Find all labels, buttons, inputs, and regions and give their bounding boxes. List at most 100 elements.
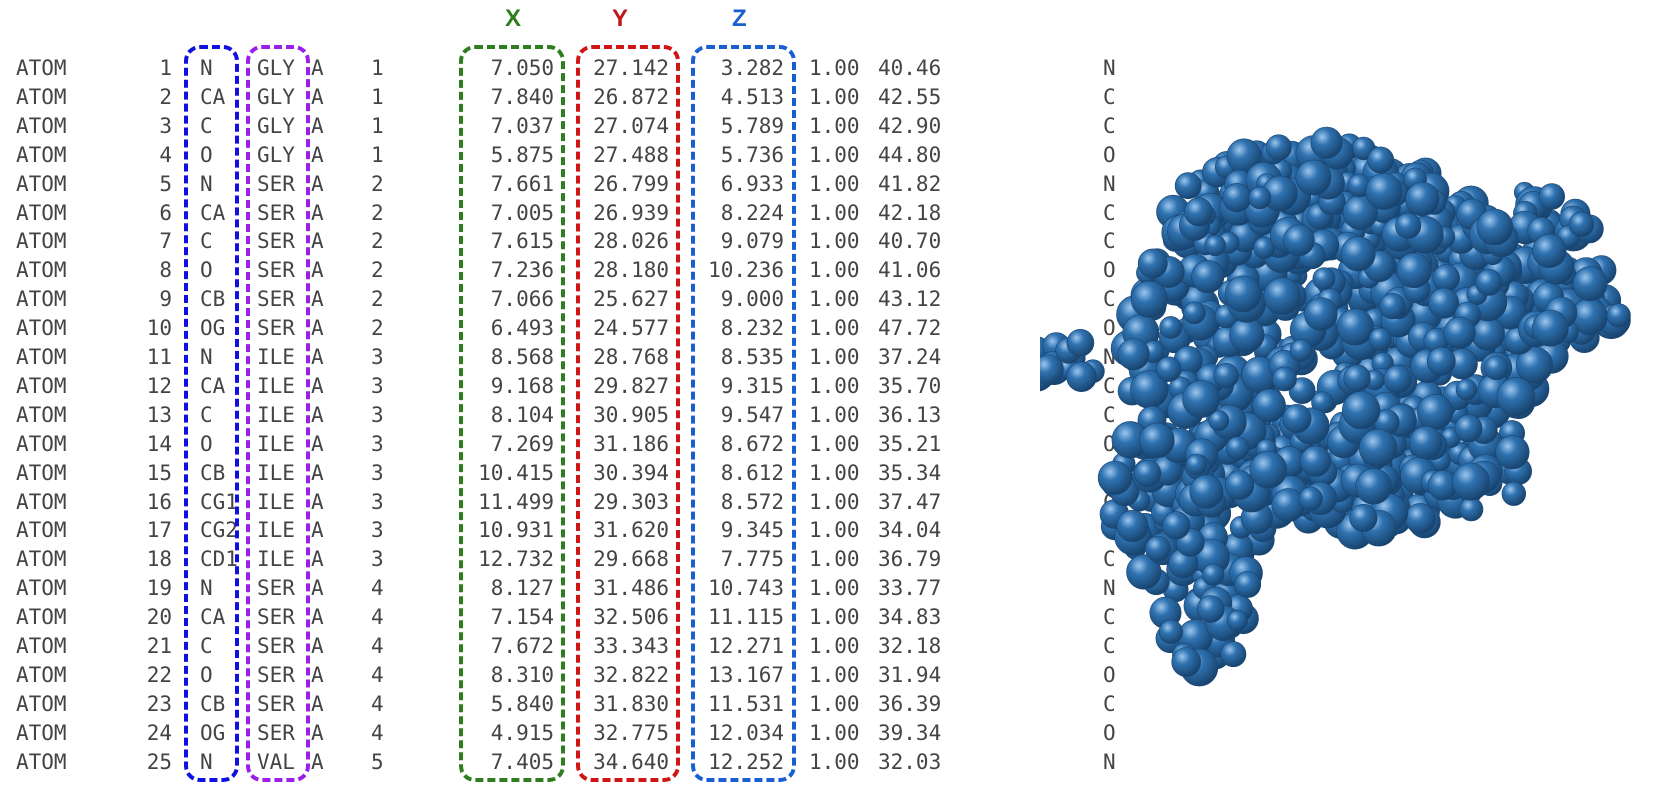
atom-y: 31.620: [593, 518, 669, 543]
atom-z: 9.079: [720, 229, 784, 254]
atom-sphere: [1606, 303, 1631, 328]
atom-resseq: 2: [371, 316, 384, 341]
atom-sphere: [1184, 197, 1214, 227]
atom-element: O: [1103, 142, 1116, 167]
atom-sphere: [1158, 619, 1183, 644]
atom-x: 7.405: [490, 749, 554, 774]
atom-sphere: [1283, 224, 1315, 257]
atom-residue: ILE: [257, 402, 295, 427]
atom-sphere: [1365, 172, 1403, 210]
atom-serial: 12: [146, 373, 172, 398]
atom-record: ATOM: [16, 605, 67, 630]
atom-sphere: [1185, 453, 1208, 476]
atom-name: C: [200, 402, 213, 427]
atom-chain: A: [311, 229, 324, 254]
atom-name: N: [200, 56, 213, 80]
atom-resseq: 2: [371, 287, 384, 312]
atom-bfactor: 33.77: [878, 576, 942, 601]
atom-element: N: [1103, 749, 1116, 774]
atom-serial: 5: [159, 171, 172, 196]
atom-bfactor: 32.18: [878, 634, 942, 658]
atom-chain: A: [311, 56, 324, 80]
atom-occupancy: 1.00: [809, 547, 860, 572]
atom-resseq: 3: [371, 489, 384, 514]
atom-serial: 20: [146, 605, 172, 630]
atom-y: 26.872: [593, 84, 669, 109]
atom-resseq: 4: [371, 720, 384, 745]
atom-element: N: [1103, 576, 1116, 601]
atom-serial: 25: [146, 749, 172, 774]
atom-sphere: [1538, 183, 1565, 210]
atom-resseq: 4: [371, 691, 384, 716]
atom-name: C: [200, 634, 213, 658]
atom-sphere: [1116, 509, 1149, 542]
atom-z: 12.252: [708, 749, 784, 774]
atom-sphere: [1298, 486, 1323, 511]
atom-sphere: [1282, 403, 1312, 433]
atom-residue: SER: [257, 258, 295, 283]
atom-resseq: 1: [371, 113, 384, 138]
atom-x: 7.236: [490, 258, 554, 283]
atom-occupancy: 1.00: [809, 229, 860, 254]
atom-bfactor: 41.82: [878, 171, 942, 196]
atom-sphere: [1426, 346, 1456, 376]
atom-sphere: [1459, 497, 1484, 522]
atom-chain: A: [311, 460, 324, 485]
atom-x: 7.840: [490, 84, 554, 109]
atom-name: O: [200, 431, 213, 456]
atom-resseq: 2: [371, 258, 384, 283]
atom-sphere: [1234, 571, 1262, 598]
atom-z: 3.282: [720, 56, 784, 80]
atom-sphere: [1501, 481, 1526, 506]
atom-record: ATOM: [16, 113, 67, 138]
atom-occupancy: 1.00: [809, 171, 860, 196]
atom-chain: A: [311, 84, 324, 109]
atom-name: CA: [200, 200, 226, 225]
y-coordinate-column-highlight: [576, 45, 680, 782]
atom-sphere: [1208, 410, 1230, 431]
atom-x: 8.568: [490, 345, 554, 369]
atom-sphere: [1196, 595, 1225, 623]
atom-serial: 3: [159, 113, 172, 138]
atom-chain: A: [311, 171, 324, 196]
atom-z: 9.315: [720, 373, 784, 398]
atom-record: ATOM: [16, 547, 67, 572]
atom-sphere: [1224, 470, 1255, 500]
atom-z: 11.115: [708, 605, 784, 630]
atom-residue: SER: [257, 605, 295, 630]
atom-x: 7.615: [490, 229, 554, 254]
atom-chain: A: [311, 402, 324, 427]
atom-sphere: [1428, 287, 1460, 319]
atom-element: C: [1103, 605, 1116, 630]
atom-z: 13.167: [708, 662, 784, 687]
atom-record: ATOM: [16, 402, 67, 427]
atom-z: 8.672: [720, 431, 784, 456]
atom-bfactor: 31.94: [878, 662, 942, 687]
atom-sphere: [1204, 234, 1226, 257]
atom-serial: 19: [146, 576, 172, 601]
atom-serial: 8: [159, 258, 172, 283]
atom-sphere: [1531, 309, 1569, 347]
atom-serial: 10: [146, 316, 172, 341]
atom-sphere: [1343, 364, 1371, 392]
atom-sphere: [1396, 252, 1432, 289]
atom-x: 8.127: [490, 576, 554, 601]
atom-name: O: [200, 142, 213, 167]
atom-occupancy: 1.00: [809, 142, 860, 167]
atom-serial: 22: [146, 662, 172, 687]
atom-residue: SER: [257, 634, 295, 658]
atom-occupancy: 1.00: [809, 576, 860, 601]
atom-y: 33.343: [593, 634, 669, 658]
atom-x: 7.154: [490, 605, 554, 630]
atom-sphere: [1349, 503, 1378, 532]
atom-sphere: [1155, 356, 1182, 382]
atom-sphere: [1171, 647, 1201, 677]
atom-element: C: [1103, 229, 1116, 254]
atom-residue: SER: [257, 576, 295, 601]
atom-sphere: [1299, 445, 1332, 477]
atom-residue: ILE: [257, 518, 295, 543]
atom-resseq: 2: [371, 229, 384, 254]
atom-sphere: [1040, 354, 1064, 386]
atom-residue: VAL: [257, 749, 295, 774]
atom-element: C: [1103, 287, 1116, 312]
